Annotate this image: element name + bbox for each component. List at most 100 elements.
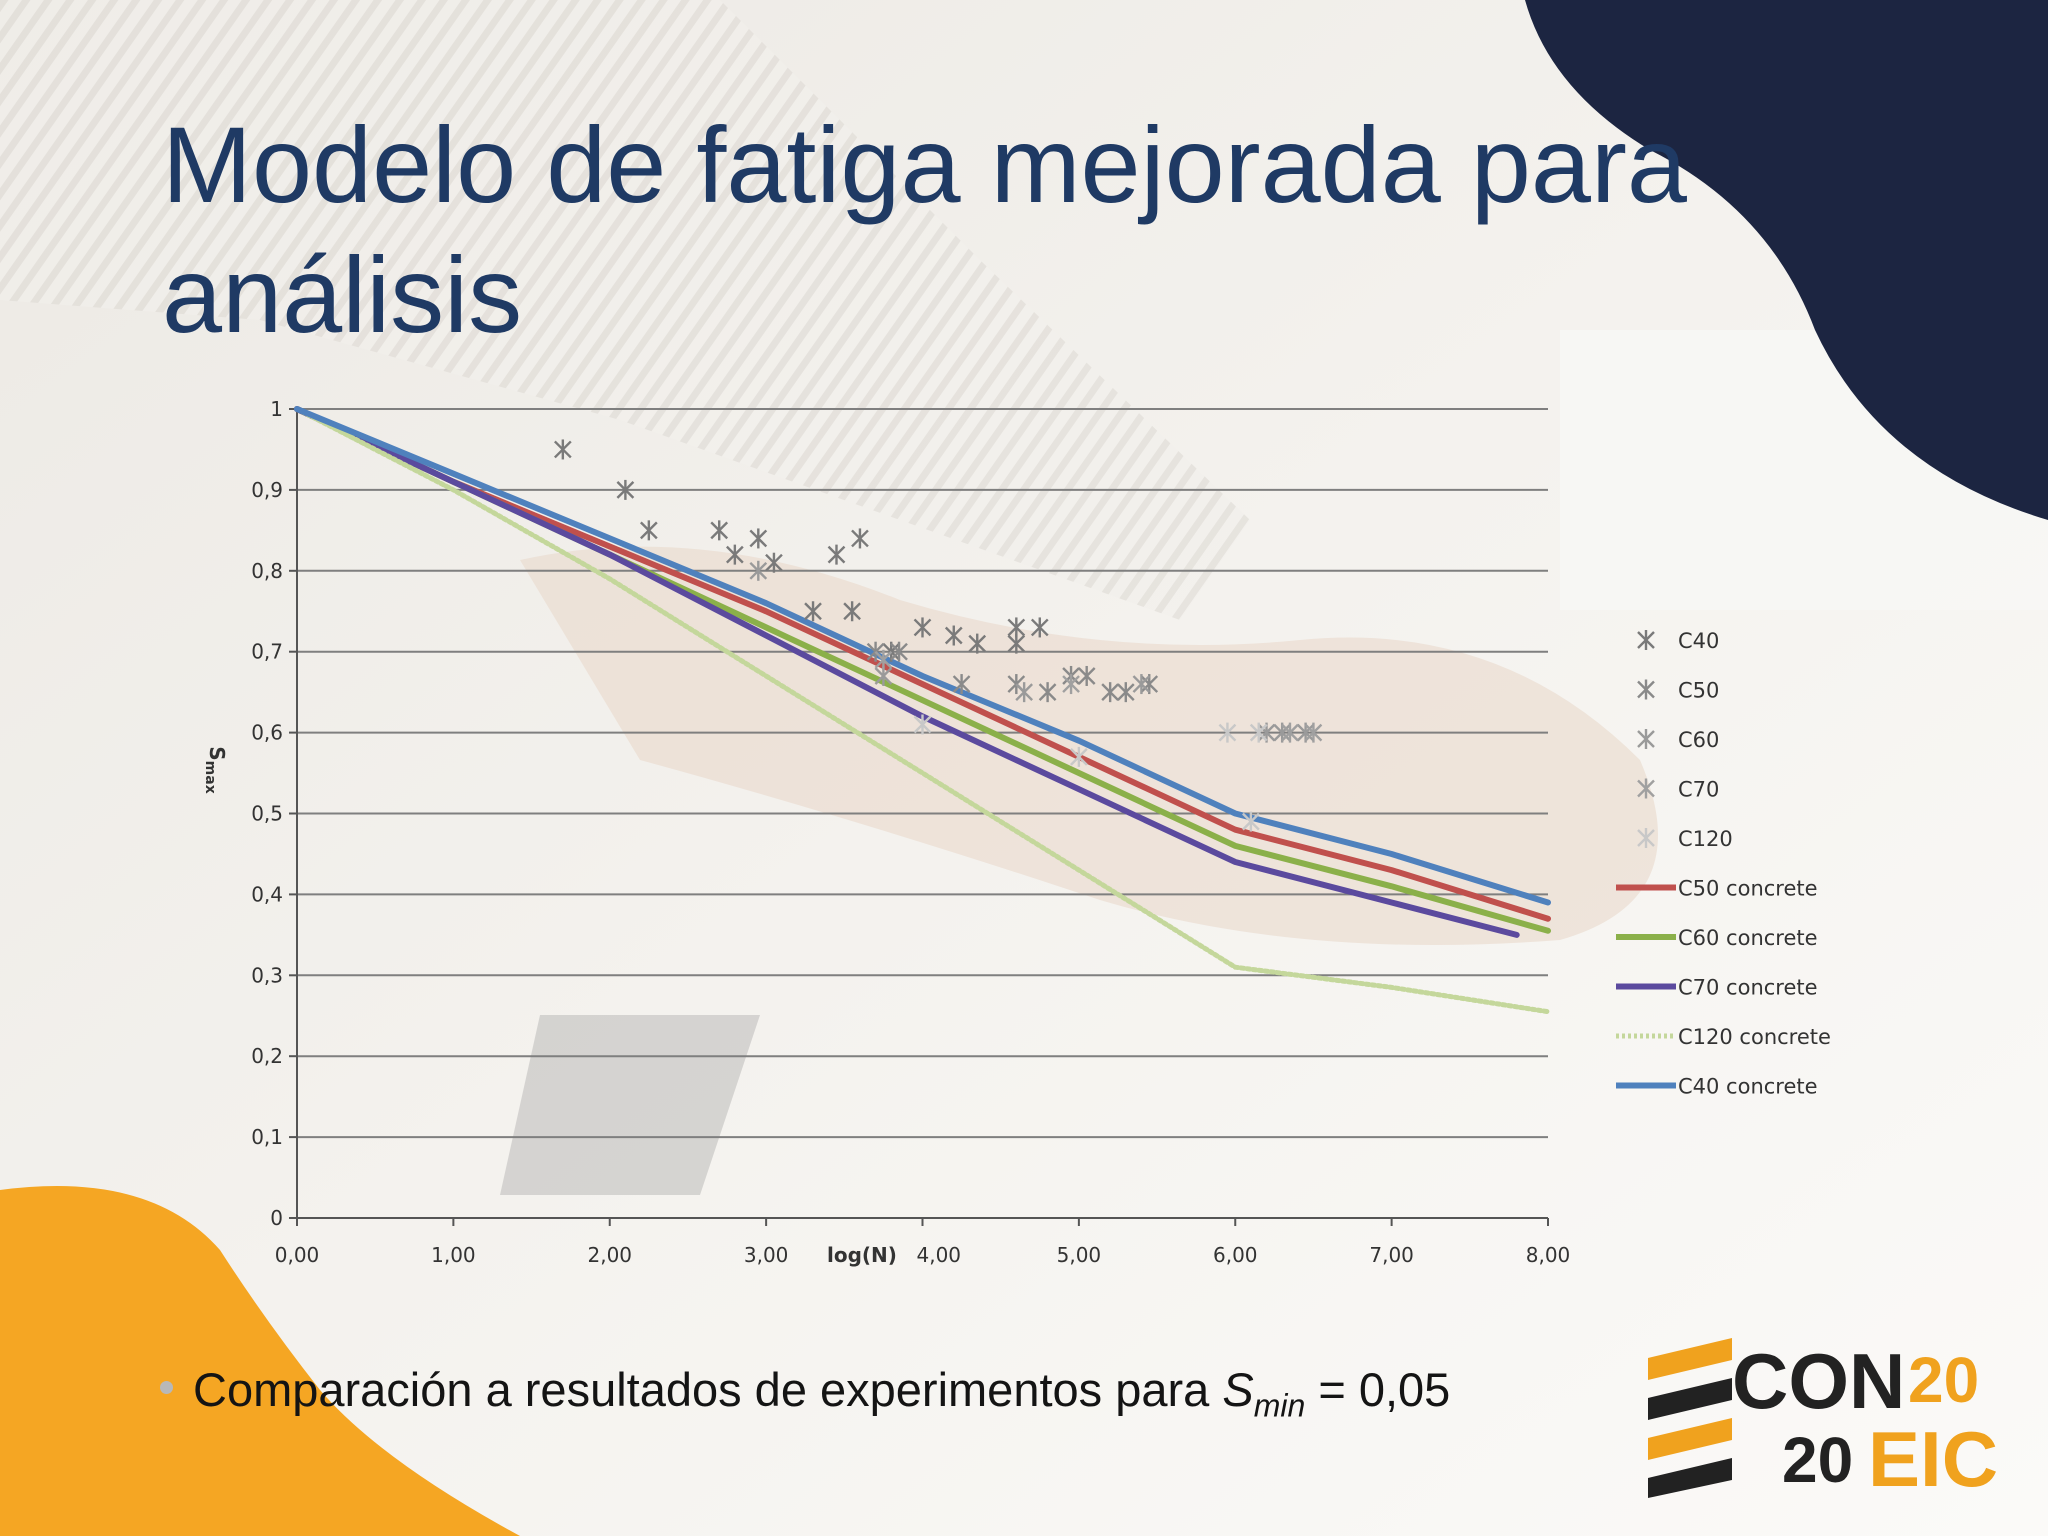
y-tick-label-7: 0,7 bbox=[251, 640, 283, 664]
scatter-point-c120-0 bbox=[913, 714, 932, 735]
bullet-text-after: = 0,05 bbox=[1305, 1363, 1451, 1416]
scatter-point-c70-3 bbox=[1304, 722, 1323, 743]
x-tick-label-3: 3,00 bbox=[744, 1243, 789, 1267]
y-axis-label-main: S bbox=[205, 746, 229, 760]
legend-label-c50-concrete: C50 concrete bbox=[1678, 877, 1818, 901]
bullet-variable-subscript: min bbox=[1253, 1387, 1306, 1424]
legend-marker-c60 bbox=[1637, 729, 1655, 749]
logo-word-eic: EIC bbox=[1868, 1415, 1998, 1500]
legend-label-c40: C40 bbox=[1678, 629, 1719, 653]
logo-stripe-1 bbox=[1648, 1338, 1732, 1380]
scatter-point-c40-16 bbox=[1007, 617, 1026, 638]
x-tick-label-1: 1,00 bbox=[431, 1243, 476, 1267]
x-tick-label-5: 5,00 bbox=[1057, 1243, 1102, 1267]
scatter-point-c40-13 bbox=[944, 625, 963, 646]
scatter-point-c40-12 bbox=[913, 617, 932, 638]
grid-lines bbox=[297, 408, 1548, 1139]
slide-title: Modelo de fatiga mejorada para análisis bbox=[162, 104, 1687, 355]
scatter-point-c120-4 bbox=[1249, 722, 1268, 743]
scatter-point-c40-6 bbox=[765, 552, 783, 573]
coneic-2020-logo: CON 20 20 EIC bbox=[1648, 1337, 1998, 1500]
legend-label-c70: C70 bbox=[1678, 778, 1719, 802]
y-tick-label-5: 0,5 bbox=[251, 802, 283, 826]
blurred-tablet-shape bbox=[500, 1015, 760, 1195]
x-tick-label-8: 8,00 bbox=[1526, 1243, 1571, 1267]
legend-label-c50: C50 bbox=[1678, 679, 1719, 703]
scatter-point-c40-7 bbox=[827, 544, 846, 565]
y-tick-label-0: 0 bbox=[270, 1206, 283, 1230]
x-tick-label-0: 0,00 bbox=[275, 1243, 320, 1267]
axes bbox=[289, 408, 1549, 1226]
y-tick-label-4: 0,4 bbox=[251, 882, 283, 906]
scatter-point-c40-10 bbox=[843, 601, 861, 622]
scatter-point-c40-9 bbox=[804, 601, 822, 622]
scatter-point-c50-2 bbox=[952, 674, 971, 695]
x-tick-label-6: 6,00 bbox=[1213, 1243, 1258, 1267]
y-axis-label-sub: max bbox=[202, 761, 218, 794]
legend-marker-c70 bbox=[1637, 778, 1655, 799]
legend-marker-c120 bbox=[1637, 828, 1655, 848]
scatter-point-c50-8 bbox=[1116, 682, 1135, 703]
scatter-point-c120-2 bbox=[1218, 722, 1237, 743]
y-tick-label-3: 0,3 bbox=[251, 963, 283, 987]
x-tick-label-2: 2,00 bbox=[587, 1243, 632, 1267]
scatter-point-c120-3 bbox=[1242, 811, 1260, 832]
legend-label-c60: C60 bbox=[1678, 728, 1719, 752]
scatter-point-c40-4 bbox=[726, 544, 744, 565]
scatter-point-c40-0 bbox=[553, 439, 572, 460]
navy-corner-blob bbox=[1525, 0, 2048, 520]
scatter-point-c40-17 bbox=[1030, 617, 1049, 638]
tick-labels: 0 0,1 0,2 0,3 0,4 0,5 0,6 0,7 0,8 0,9 1 0,00 1,00 2,0… bbox=[251, 397, 1570, 1267]
legend-marker-c50 bbox=[1637, 679, 1655, 700]
logo-year-bottom: 20 bbox=[1782, 1424, 1853, 1496]
y-tick-label-6: 0,6 bbox=[251, 721, 283, 745]
bullet-variable: S bbox=[1222, 1363, 1254, 1416]
scatter-point-c70-2 bbox=[1281, 722, 1299, 743]
logo-word-con: CON bbox=[1732, 1337, 1905, 1425]
legend-marker-c40 bbox=[1637, 630, 1655, 650]
scatter-point-c40-3 bbox=[710, 520, 729, 541]
logo-stripe-4 bbox=[1648, 1458, 1732, 1498]
series-line-c40-concrete bbox=[294, 406, 1551, 906]
scatter-point-c50-6 bbox=[1077, 665, 1096, 686]
y-axis-label: Smax bbox=[202, 746, 229, 793]
scatter-point-c40-8 bbox=[851, 528, 869, 549]
x-axis-label: log(N) bbox=[827, 1243, 897, 1267]
y-tick-label-9: 0,9 bbox=[251, 478, 283, 502]
scatter-point-c60-2 bbox=[1015, 682, 1033, 703]
y-tick-label-10: 1 bbox=[270, 397, 283, 421]
scatter-point-c60-3 bbox=[1132, 674, 1151, 695]
series-line-c120-concrete bbox=[294, 406, 1551, 1015]
scatter-points bbox=[553, 439, 1323, 832]
scatter-point-c40-1 bbox=[616, 479, 635, 500]
logo-stripe-2 bbox=[1648, 1378, 1732, 1420]
x-tick-label-7: 7,00 bbox=[1369, 1243, 1414, 1267]
legend-label-c120-concrete: C120 concrete bbox=[1678, 1025, 1831, 1049]
orange-corner-blob bbox=[0, 1186, 520, 1536]
legend-label-c40-concrete: C40 concrete bbox=[1678, 1075, 1818, 1099]
scatter-point-c50-7 bbox=[1101, 682, 1119, 703]
logo-year-top: 20 bbox=[1908, 1344, 1979, 1416]
legend-label-c120: C120 bbox=[1678, 827, 1733, 851]
scatter-point-c70-1 bbox=[1062, 674, 1080, 695]
legend: C40 C50 C60 C70 C120 C50 concrete C60 concrete… bbox=[1616, 629, 1831, 1099]
striped-sleeve-shape bbox=[0, 0, 1250, 620]
scatter-point-c70-0 bbox=[874, 649, 893, 670]
y-tick-label-8: 0,8 bbox=[251, 559, 283, 583]
y-tick-label-1: 0,1 bbox=[251, 1125, 283, 1149]
legend-label-c70-concrete: C70 concrete bbox=[1678, 976, 1818, 1000]
scatter-point-c40-5 bbox=[749, 528, 768, 549]
scatter-point-c50-1 bbox=[890, 641, 908, 662]
y-tick-label-2: 0,2 bbox=[251, 1044, 283, 1068]
bullet-comparison: Comparación a resultados de experimentos… bbox=[160, 1360, 1580, 1435]
bullet-text-before: Comparación a resultados de experimentos… bbox=[193, 1363, 1223, 1416]
scatter-point-c60-0 bbox=[749, 560, 768, 581]
logo-stripe-3 bbox=[1648, 1418, 1732, 1460]
legend-label-c60-concrete: C60 concrete bbox=[1678, 926, 1818, 950]
bullet-dot bbox=[160, 1381, 173, 1395]
scatter-point-c120-1 bbox=[1070, 746, 1088, 767]
scatter-point-c50-4 bbox=[1038, 682, 1057, 703]
series-lines bbox=[294, 406, 1551, 1015]
scatter-point-c40-2 bbox=[639, 520, 658, 541]
